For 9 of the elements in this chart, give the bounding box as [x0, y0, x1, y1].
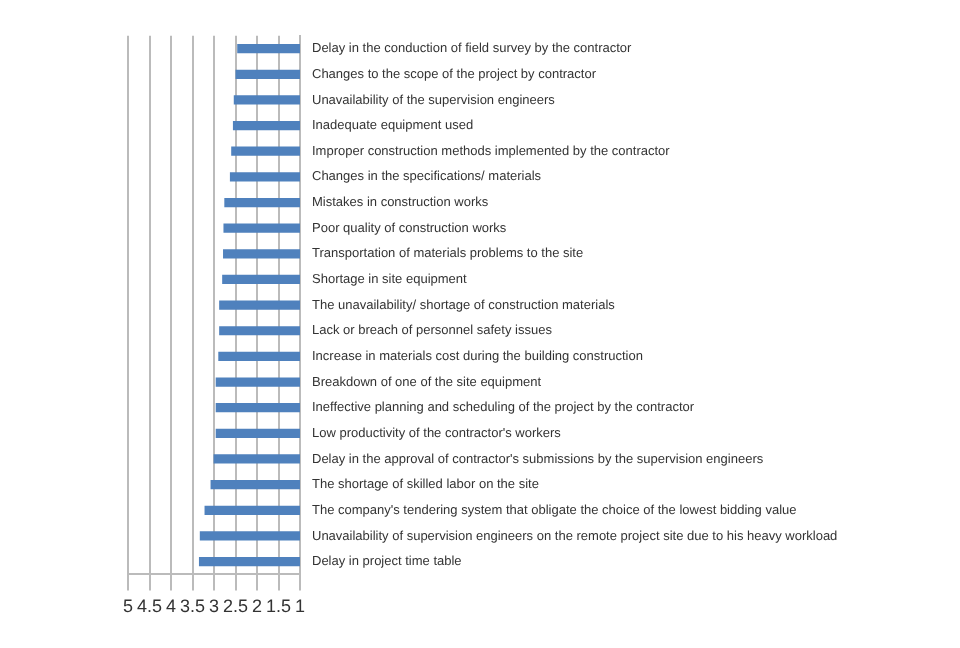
x-tick-label: 2.5 [222, 596, 249, 617]
x-tick-label: 5 [122, 596, 134, 617]
x-tick-label: 4 [165, 596, 177, 617]
x-tick-label: 1.5 [265, 596, 292, 617]
x-tick-label: 3 [208, 596, 220, 617]
x-tick-label: 3.5 [179, 596, 206, 617]
x-tick-label: 1 [294, 596, 306, 617]
x-tick-label: 2 [251, 596, 263, 617]
x-tick-label: 4.5 [136, 596, 163, 617]
